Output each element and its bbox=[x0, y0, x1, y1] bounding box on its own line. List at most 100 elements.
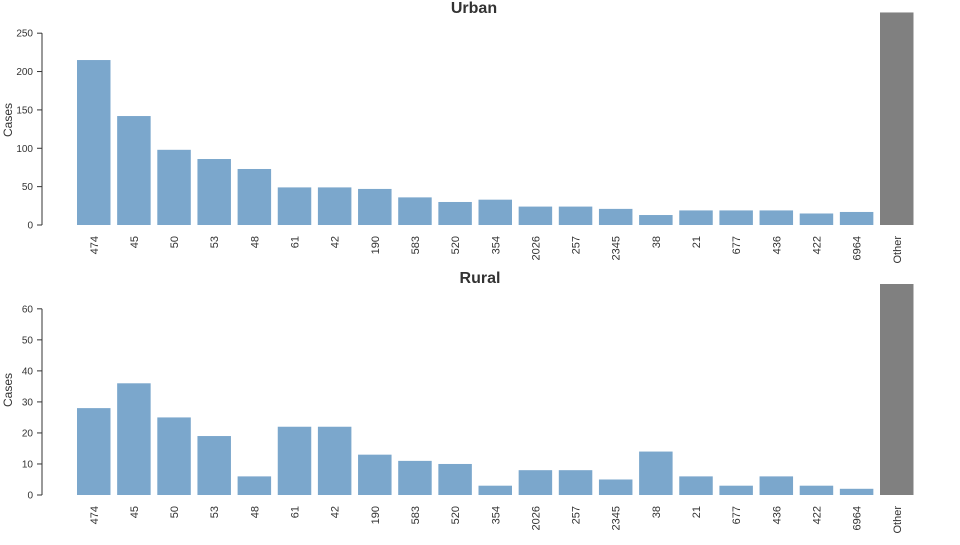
x-tick-label: 38 bbox=[651, 236, 663, 248]
bar bbox=[558, 206, 593, 225]
x-tick-label: 50 bbox=[169, 236, 181, 248]
y-tick-label: 0 bbox=[27, 221, 33, 232]
x-tick-label: 38 bbox=[651, 506, 663, 518]
x-tick-label: 190 bbox=[370, 506, 382, 524]
chart-title: Urban bbox=[451, 0, 497, 17]
x-tick-label: 48 bbox=[249, 236, 261, 248]
x-tick-label: 257 bbox=[571, 506, 583, 524]
x-tick-label: 583 bbox=[410, 506, 422, 524]
bar bbox=[558, 470, 593, 495]
bar bbox=[839, 211, 874, 225]
x-tick-label: 354 bbox=[490, 506, 502, 524]
x-tick-label: 436 bbox=[771, 506, 783, 524]
bar bbox=[799, 485, 834, 495]
x-tick-label: 2026 bbox=[530, 506, 542, 530]
bar bbox=[277, 426, 312, 495]
x-tick-label: Other bbox=[892, 506, 904, 534]
bar-other bbox=[880, 12, 914, 225]
bar bbox=[518, 470, 553, 495]
bar bbox=[398, 197, 432, 225]
bar bbox=[237, 476, 272, 495]
chart-panel-urban: Urban Cases 0 50 100 150 200 250 474 45 50 53 48 61 42… bbox=[1, 0, 914, 264]
bar bbox=[358, 188, 392, 225]
bar bbox=[237, 168, 272, 225]
bar bbox=[679, 476, 713, 495]
x-tick-label: 257 bbox=[571, 236, 583, 254]
bar bbox=[197, 159, 231, 225]
y-tick-label: 250 bbox=[16, 29, 33, 40]
bar bbox=[438, 463, 472, 495]
bar bbox=[317, 187, 352, 225]
bar bbox=[197, 436, 231, 495]
x-tick-label: 61 bbox=[290, 236, 302, 248]
bar bbox=[478, 485, 512, 495]
bar bbox=[77, 408, 111, 495]
bar bbox=[77, 60, 111, 225]
bar bbox=[639, 215, 673, 225]
bar bbox=[639, 451, 673, 495]
y-tick-label: 50 bbox=[22, 182, 34, 193]
x-tick-label: 422 bbox=[811, 236, 823, 254]
x-tick-label: 2026 bbox=[530, 236, 542, 260]
y-tick-label: 0 bbox=[27, 491, 33, 502]
y-tick-label: 60 bbox=[22, 304, 34, 315]
x-tick-label: 21 bbox=[691, 506, 703, 518]
y-tick-label: 10 bbox=[22, 459, 34, 470]
bar bbox=[317, 426, 352, 495]
x-tick-label: 520 bbox=[450, 506, 462, 524]
x-tick-label: 42 bbox=[330, 506, 342, 518]
x-tick-label: 520 bbox=[450, 236, 462, 254]
chart-title: Rural bbox=[460, 270, 501, 287]
bar bbox=[117, 116, 151, 225]
x-tick-label: 422 bbox=[811, 506, 823, 524]
bar bbox=[438, 201, 472, 225]
bar bbox=[157, 149, 191, 225]
bar bbox=[719, 210, 753, 225]
bar bbox=[518, 206, 553, 225]
bar bbox=[358, 454, 392, 495]
bar bbox=[598, 208, 633, 225]
y-tick-label: 100 bbox=[16, 144, 33, 155]
bar bbox=[157, 417, 191, 495]
x-tick-label: Other bbox=[892, 236, 904, 264]
bar bbox=[398, 460, 432, 495]
bar bbox=[598, 479, 633, 495]
x-tick-label: 21 bbox=[691, 236, 703, 248]
y-tick-label: 40 bbox=[22, 366, 34, 377]
x-tick-label: 50 bbox=[169, 506, 181, 518]
bar bbox=[759, 476, 794, 495]
bar bbox=[117, 383, 151, 495]
y-tick-label: 20 bbox=[22, 428, 34, 439]
bar bbox=[277, 187, 312, 225]
x-tick-label: 45 bbox=[129, 236, 141, 248]
y-axis-label: Cases bbox=[1, 373, 15, 407]
x-tick-label: 583 bbox=[410, 236, 422, 254]
x-tick-label: 474 bbox=[89, 236, 101, 254]
bar bbox=[799, 213, 834, 225]
y-tick-label: 50 bbox=[22, 335, 34, 346]
x-tick-label: 6964 bbox=[852, 236, 864, 260]
x-tick-label: 6964 bbox=[852, 506, 864, 530]
x-tick-label: 677 bbox=[731, 236, 743, 254]
x-tick-label: 2345 bbox=[611, 236, 623, 260]
x-tick-label: 48 bbox=[249, 506, 261, 518]
bar-other bbox=[880, 284, 914, 495]
x-tick-label: 45 bbox=[129, 506, 141, 518]
x-tick-label: 53 bbox=[209, 236, 221, 248]
y-axis-label: Cases bbox=[1, 103, 15, 137]
x-tick-label: 354 bbox=[490, 236, 502, 254]
y-tick-label: 150 bbox=[16, 105, 33, 116]
bar bbox=[478, 199, 512, 225]
y-tick-label: 200 bbox=[16, 67, 33, 78]
x-tick-label: 42 bbox=[330, 236, 342, 248]
bar bbox=[759, 210, 794, 225]
x-tick-label: 677 bbox=[731, 506, 743, 524]
x-tick-label: 2345 bbox=[611, 506, 623, 530]
bar bbox=[719, 485, 753, 495]
x-tick-label: 474 bbox=[89, 506, 101, 524]
bar bbox=[839, 488, 874, 495]
y-tick-label: 30 bbox=[22, 397, 34, 408]
x-tick-label: 53 bbox=[209, 506, 221, 518]
